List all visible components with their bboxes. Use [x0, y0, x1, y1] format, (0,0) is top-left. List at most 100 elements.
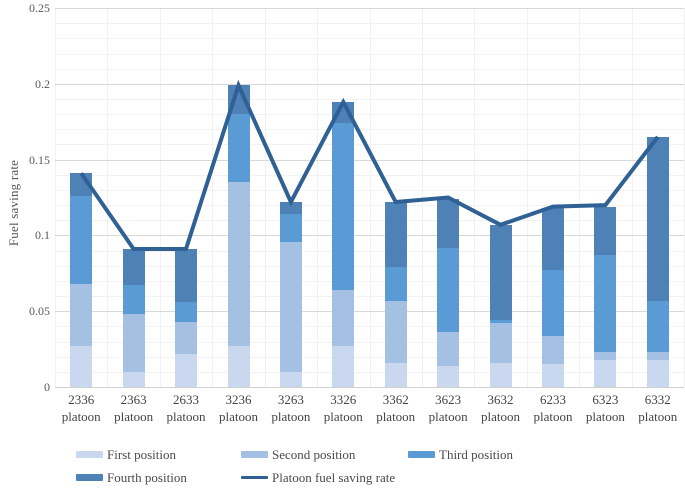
bar-segment-third-position-3236 — [227, 114, 250, 183]
bar-segment-third-position-3632 — [489, 320, 512, 324]
bar-segment-first-position-3362 — [384, 362, 407, 387]
bar-segment-fourth-position-6233 — [542, 208, 564, 271]
bar-segment-second-position-3263 — [279, 241, 302, 372]
bar-segment-first-position-3632 — [489, 362, 512, 387]
x-category-label-2363: 2363 platoon — [107, 391, 161, 425]
category-suffix: platoon — [481, 409, 520, 424]
category-suffix: platoon — [585, 409, 625, 424]
legend-item-first-position: First position — [76, 446, 176, 463]
bar-segment-first-position-2633 — [175, 353, 197, 387]
legend-item-platoon-fuel-saving-rate: Platoon fuel saving rate — [241, 469, 395, 486]
legend-item-second-position: Second position — [241, 446, 355, 463]
bar-segment-third-position-2363 — [122, 285, 145, 315]
category-code: 6332 — [644, 392, 671, 407]
x-category-label-3632: 3632 platoon — [474, 391, 528, 425]
legend-label: Platoon fuel saving rate — [272, 469, 396, 485]
legend-line-swatch-icon — [241, 476, 268, 479]
x-category-label-6323: 6323 platoon — [578, 391, 632, 425]
category-code: 6323 — [592, 392, 619, 407]
minor-gridline — [55, 220, 684, 222]
minor-gridline — [55, 23, 684, 25]
y-tick-label: 0.15 — [29, 152, 50, 167]
minor-gridline — [55, 99, 684, 100]
bar-segment-first-position-6233 — [542, 364, 564, 387]
bar-segment-second-position-6332 — [646, 352, 669, 360]
bar-segment-first-position-3623 — [437, 365, 460, 387]
category-code: 3623 — [435, 392, 462, 407]
major-gridline — [55, 83, 684, 85]
minor-gridline — [55, 280, 684, 282]
bar-segment-second-position-3632 — [489, 323, 512, 363]
bar-segment-fourth-position-3263 — [279, 202, 302, 215]
legend-swatch-icon — [76, 474, 103, 481]
bar-segment-first-position-2363 — [122, 371, 145, 387]
minor-gridline — [55, 189, 684, 191]
platoon-fuel-saving-rate-line — [79, 79, 660, 251]
category-suffix: platoon — [114, 409, 154, 424]
category-suffix: platoon — [323, 409, 363, 424]
category-code: 3632 — [487, 392, 514, 407]
x-category-label-3236: 3236 platoon — [212, 391, 266, 425]
category-code: 2363 — [120, 392, 147, 407]
bar-segment-fourth-position-6323 — [594, 206, 617, 256]
x-category-label-3263: 3263 platoon — [264, 391, 318, 425]
bar-segment-second-position-3362 — [384, 300, 407, 363]
y-tick-label: 0.1 — [35, 228, 50, 243]
minor-gridline — [55, 174, 684, 176]
major-gridline — [55, 235, 684, 237]
bar-segment-third-position-3362 — [384, 267, 407, 301]
bar-segment-second-position-3326 — [332, 290, 355, 347]
major-gridline — [55, 159, 684, 161]
bar-segment-second-position-2363 — [122, 314, 145, 372]
minor-gridline — [55, 296, 684, 297]
bar-segment-second-position-6233 — [542, 335, 564, 365]
bar-segment-second-position-2336 — [70, 283, 93, 347]
vertical-gridline — [212, 8, 214, 387]
line-layer — [79, 79, 660, 251]
category-suffix: platoon — [533, 409, 573, 424]
category-suffix: platoon — [376, 409, 416, 424]
legend-swatch-icon — [408, 451, 435, 458]
bar-segment-fourth-position-2633 — [175, 249, 197, 303]
category-code: 6233 — [540, 392, 566, 407]
vertical-gridline — [317, 8, 319, 387]
category-code: 3236 — [225, 392, 252, 407]
minor-gridline — [55, 205, 684, 207]
y-tick-label: 0 — [44, 380, 50, 394]
category-code: 3263 — [277, 392, 304, 407]
bar-segment-first-position-3263 — [279, 371, 302, 387]
legend-label: Second position — [272, 446, 356, 462]
minor-gridline — [55, 356, 684, 358]
bar-segment-first-position-6323 — [594, 359, 617, 387]
minor-gridline — [55, 129, 684, 131]
y-tick-label: 0.25 — [29, 1, 50, 15]
x-category-label-6332: 6332 platoon — [631, 391, 685, 425]
bar-segment-third-position-2336 — [70, 196, 93, 284]
category-suffix: platoon — [638, 409, 678, 424]
bar-segment-third-position-3263 — [279, 214, 302, 242]
bar-segment-first-position-2336 — [70, 346, 93, 387]
bar-segment-third-position-3623 — [437, 247, 460, 333]
bar-segment-first-position-3236 — [227, 346, 250, 387]
vertical-gridline — [579, 8, 581, 387]
x-category-label-3326: 3326 platoon — [316, 391, 370, 425]
x-axis-line — [55, 387, 684, 388]
minor-gridline — [55, 144, 684, 146]
bar-segment-first-position-6332 — [646, 359, 669, 387]
category-suffix: platoon — [271, 409, 311, 424]
bar-segment-second-position-3236 — [227, 182, 250, 347]
minor-gridline — [55, 114, 684, 116]
category-code: 2633 — [173, 392, 199, 407]
bar-segment-third-position-6332 — [646, 300, 669, 353]
bar-segment-first-position-3326 — [332, 346, 355, 387]
vertical-gridline — [631, 8, 633, 387]
bar-segment-fourth-position-3632 — [489, 224, 512, 321]
vertical-gridline — [264, 8, 266, 387]
x-category-label-2633: 2633 platoon — [159, 391, 213, 425]
vertical-gridline — [526, 8, 528, 387]
minor-gridline — [55, 371, 684, 373]
bar-segment-fourth-position-2363 — [122, 249, 145, 286]
legend-swatch-icon — [241, 451, 268, 458]
bar-segment-second-position-2633 — [175, 321, 197, 354]
